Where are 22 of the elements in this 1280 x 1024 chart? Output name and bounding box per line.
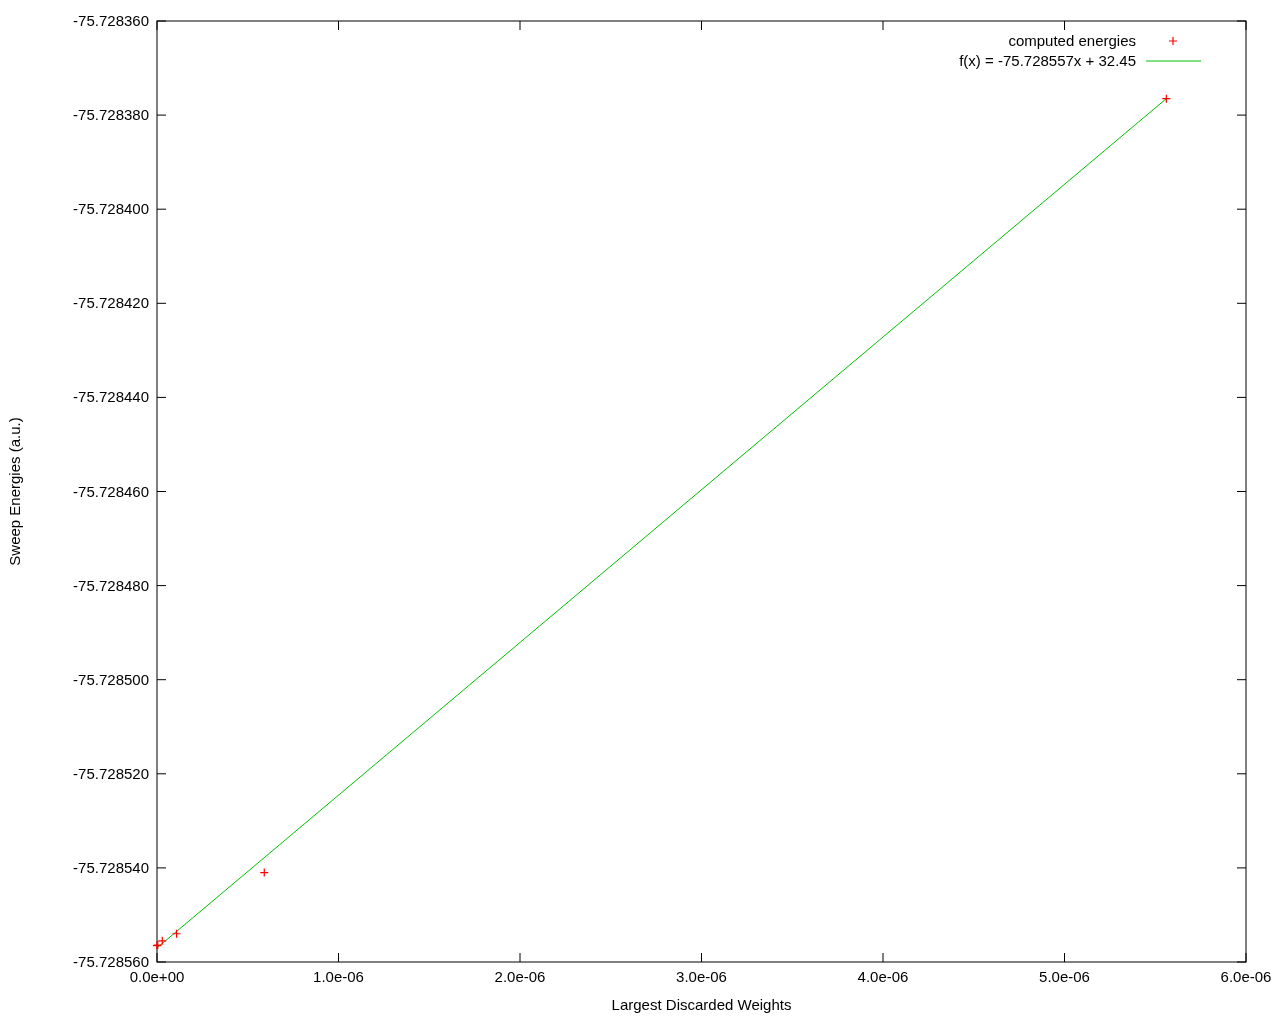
x-tick-label: 4.0e-06 [857, 968, 909, 985]
legend-label: computed energies [1008, 32, 1136, 49]
y-tick-label: -75.728380 [73, 106, 149, 124]
y-tick-label: -75.728400 [73, 200, 149, 218]
y-tick-label: -75.728520 [73, 764, 149, 782]
x-axis-title: Largest Discarded Weights [611, 996, 792, 1013]
x-tick-label: 2.0e-06 [494, 968, 546, 985]
y-tick-label: -75.728500 [73, 670, 149, 688]
x-tick-label: 6.0e-06 [1220, 968, 1272, 985]
y-tick-label: -75.728540 [73, 858, 149, 876]
y-tick-label: -75.728420 [73, 294, 149, 312]
legend-label: f(x) = -75.728557x + 32.45 [959, 52, 1136, 69]
y-tick-label: -75.728560 [73, 953, 149, 970]
y-tick-label: -75.728440 [73, 388, 149, 406]
x-tick-label: 1.0e-06 [313, 968, 364, 985]
y-tick-label: -75.728480 [73, 576, 149, 594]
y-axis-title: Sweep Energies (a.u.) [6, 417, 23, 566]
x-tick-label: 3.0e-06 [676, 968, 727, 985]
y-tick-label: -75.728460 [73, 482, 149, 500]
y-tick-label: -75.728360 [73, 12, 149, 29]
x-tick-label: 5.0e-06 [1039, 968, 1090, 985]
x-tick-label: 0.0e+00 [129, 968, 185, 985]
